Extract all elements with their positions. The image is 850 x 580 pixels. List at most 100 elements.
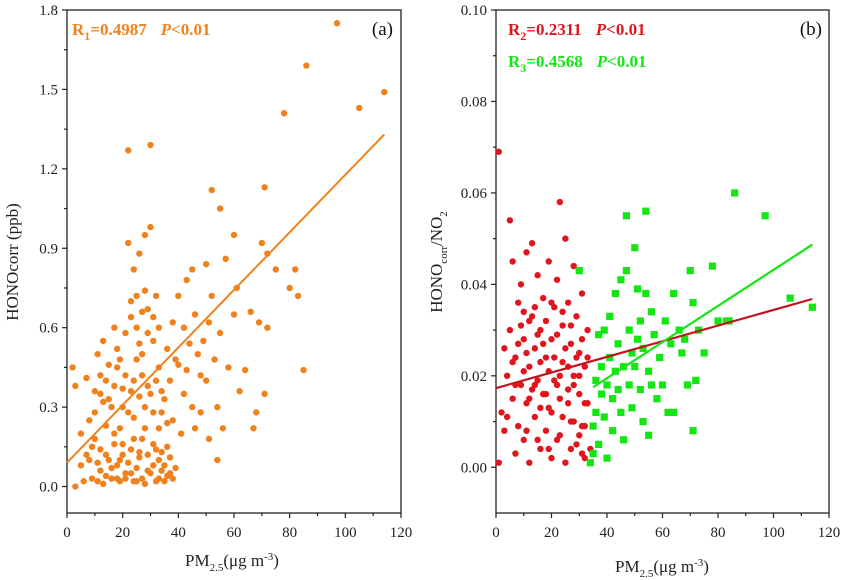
a-point-circle	[127, 313, 135, 321]
a-point-circle	[138, 350, 146, 358]
a-point-circle	[161, 462, 168, 469]
b-point-square	[603, 381, 611, 389]
a-point-circle	[125, 409, 132, 416]
b-point-circle	[553, 276, 561, 283]
b-point-square	[622, 212, 631, 220]
a-point-circle	[144, 382, 151, 390]
b-point-circle	[520, 368, 527, 375]
b-point-circle	[570, 418, 577, 425]
b-point-circle	[545, 258, 552, 265]
a-xlabel-base: PM	[185, 551, 210, 570]
b-point-circle	[503, 372, 511, 380]
a-xlabel-sup: -3	[264, 551, 274, 563]
a-point-circle	[200, 337, 207, 345]
b-point-square	[611, 367, 619, 375]
a-point-circle	[91, 409, 99, 416]
b-point-square	[692, 376, 700, 384]
b-xlabel-base: PM	[615, 557, 640, 576]
b-point-circle	[531, 304, 539, 311]
b-point-square	[650, 331, 658, 339]
a-point-circle	[175, 292, 182, 300]
a-ytick-label: 0.0	[39, 480, 58, 496]
b-ylabel-base: HONO	[427, 264, 446, 313]
a-point-circle	[183, 366, 190, 374]
b-xlabel-close: )	[703, 557, 709, 576]
b-point-circle	[520, 436, 527, 444]
b-point-circle	[564, 386, 572, 393]
a-point-circle	[272, 266, 279, 273]
b-ylabel-mid: /NO	[427, 217, 446, 246]
panel-a: 0 20 40 60 80 100 120 0.0 0.3 0.6 0.9 1.2 1.5 1.8 (a)…	[3, 3, 412, 574]
a-point-circle	[175, 361, 182, 368]
p2-value: <0.01	[606, 20, 645, 39]
a-point-circle	[169, 475, 176, 482]
r2-sub: 2	[520, 29, 526, 43]
p1-label: P	[160, 20, 172, 39]
b-point-circle	[553, 381, 561, 389]
a-point-circle	[94, 459, 101, 466]
b-xlabel-sub: 2.5	[640, 568, 654, 580]
b-xtick-label: 120	[818, 525, 841, 541]
b-point-circle	[503, 413, 511, 421]
a-point-circle	[133, 464, 140, 472]
b-xtick-label: 60	[655, 525, 670, 541]
a-point-circle	[133, 356, 140, 363]
a-point-circle	[99, 398, 107, 406]
p3-value: <0.01	[607, 52, 646, 71]
a-point-circle	[141, 231, 149, 239]
b-point-circle	[517, 322, 525, 329]
r1-base: R	[72, 20, 85, 39]
a-point-circle	[91, 388, 99, 395]
a-point-circle	[86, 417, 93, 424]
b-point-square	[606, 353, 614, 362]
a-point-circle	[116, 425, 124, 432]
a-point-circle	[247, 308, 254, 315]
b-point-circle	[517, 281, 525, 288]
a-point-circle	[164, 472, 171, 480]
panel-a-frame	[66, 9, 402, 514]
b-point-square	[589, 449, 597, 458]
b-point-circle	[581, 422, 588, 430]
a-point-circle	[91, 435, 99, 443]
b-point-circle	[537, 445, 544, 453]
b-point-circle	[548, 336, 555, 343]
b-point-circle	[548, 299, 555, 306]
a-point-circle	[77, 462, 85, 469]
a-point-circle	[130, 266, 137, 273]
b-point-circle	[567, 445, 575, 453]
b-point-circle	[506, 326, 514, 334]
a-point-circle	[189, 403, 196, 411]
panel-b-fit-line-red	[495, 297, 813, 390]
a-point-circle	[150, 337, 157, 345]
a-point-circle	[108, 403, 115, 411]
a-point-circle	[147, 390, 154, 398]
b-ytick-label: 0.06	[461, 186, 488, 202]
a-point-circle	[191, 311, 199, 318]
b-point-square	[761, 212, 769, 220]
b-point-circle	[501, 345, 508, 352]
b-xtick-label: 0	[492, 525, 500, 541]
b-point-circle	[498, 409, 505, 416]
b-point-circle	[578, 290, 586, 297]
a-point-circle	[356, 104, 363, 112]
b-point-circle	[523, 349, 530, 357]
a-point-circle	[191, 425, 199, 432]
b-point-circle	[534, 272, 541, 279]
b-point-circle	[584, 354, 591, 361]
b-point-square	[647, 381, 655, 389]
a-point-circle	[205, 435, 213, 443]
b-point-circle	[562, 235, 569, 242]
panel-b-annotation-r2: R2=0.2311 P<0.01	[508, 20, 646, 43]
b-point-square	[656, 353, 664, 362]
b-point-square	[664, 408, 672, 416]
a-point-circle	[111, 430, 118, 437]
b-point-square	[614, 385, 622, 394]
b-point-circle	[570, 381, 577, 389]
panel-a-ticks: 0 20 40 60 80 100 120 0.0 0.3 0.6 0.9 1.2 1.5 1.8	[39, 3, 412, 541]
b-point-circle	[581, 400, 588, 407]
b-point-square	[731, 189, 739, 197]
b-point-square	[597, 363, 606, 371]
panel-b-fit-line-green	[592, 243, 813, 389]
a-point-circle	[208, 292, 215, 300]
